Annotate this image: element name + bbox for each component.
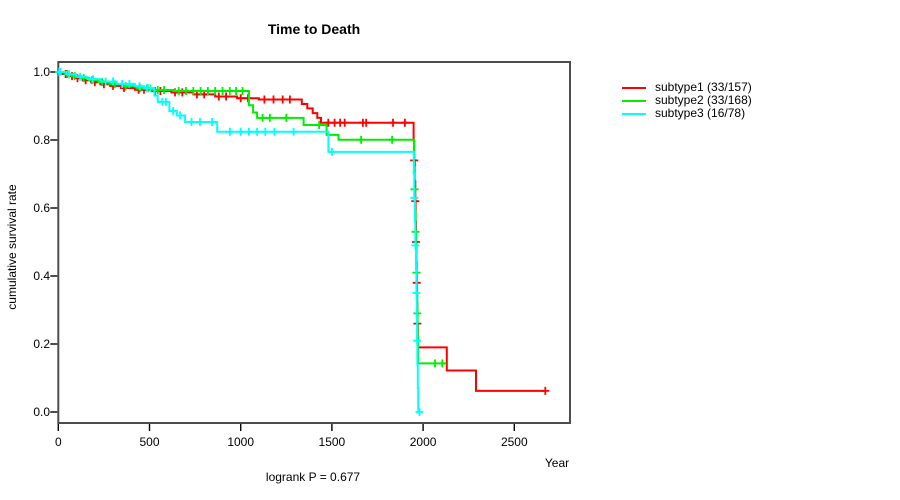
- legend: subtype1 (33/157) subtype2 (33/168) subtyp…: [622, 81, 752, 120]
- survival-curve-subtype1: [58, 71, 546, 392]
- survival-curve-subtype2: [58, 71, 446, 365]
- y-tick-label: 0.0: [33, 405, 50, 419]
- legend-label: subtype3 (16/78): [655, 106, 746, 120]
- legend-row: subtype2 (33/168): [622, 94, 752, 107]
- x-tick-label: 2000: [409, 435, 437, 449]
- legend-line-swatch: [622, 112, 646, 115]
- y-tick-label: 0.6: [33, 201, 50, 215]
- logrank-pvalue: logrank P = 0.677: [265, 470, 361, 484]
- x-tick-label: 1000: [227, 435, 255, 449]
- legend-row: subtype3 (16/78): [622, 107, 752, 120]
- plot-box: [57, 61, 572, 424]
- legend-row: subtype1 (33/157): [622, 81, 752, 94]
- legend-line-swatch: [622, 86, 646, 89]
- y-tick-label: 0.2: [33, 337, 50, 351]
- legend-label: subtype1 (33/157): [655, 80, 752, 94]
- legend-line-swatch: [622, 99, 646, 102]
- censor-marks-subtype3: [55, 68, 424, 416]
- x-tick-label: 500: [139, 435, 160, 449]
- y-tick-label: 0.4: [33, 269, 50, 283]
- y-tick-label: 0.8: [33, 133, 50, 147]
- y-tick-label: 1.0: [33, 65, 50, 79]
- legend-label: subtype2 (33/168): [655, 93, 752, 107]
- x-tick-label: 1500: [318, 435, 346, 449]
- y-axis-label: cumulative survival rate: [5, 184, 19, 310]
- x-tick-label: 0: [54, 435, 62, 449]
- chart-title: Time to Death: [267, 21, 361, 37]
- x-axis-label: Year: [544, 456, 570, 470]
- censor-marks-subtype2: [55, 68, 447, 368]
- x-tick-label: 2500: [500, 435, 528, 449]
